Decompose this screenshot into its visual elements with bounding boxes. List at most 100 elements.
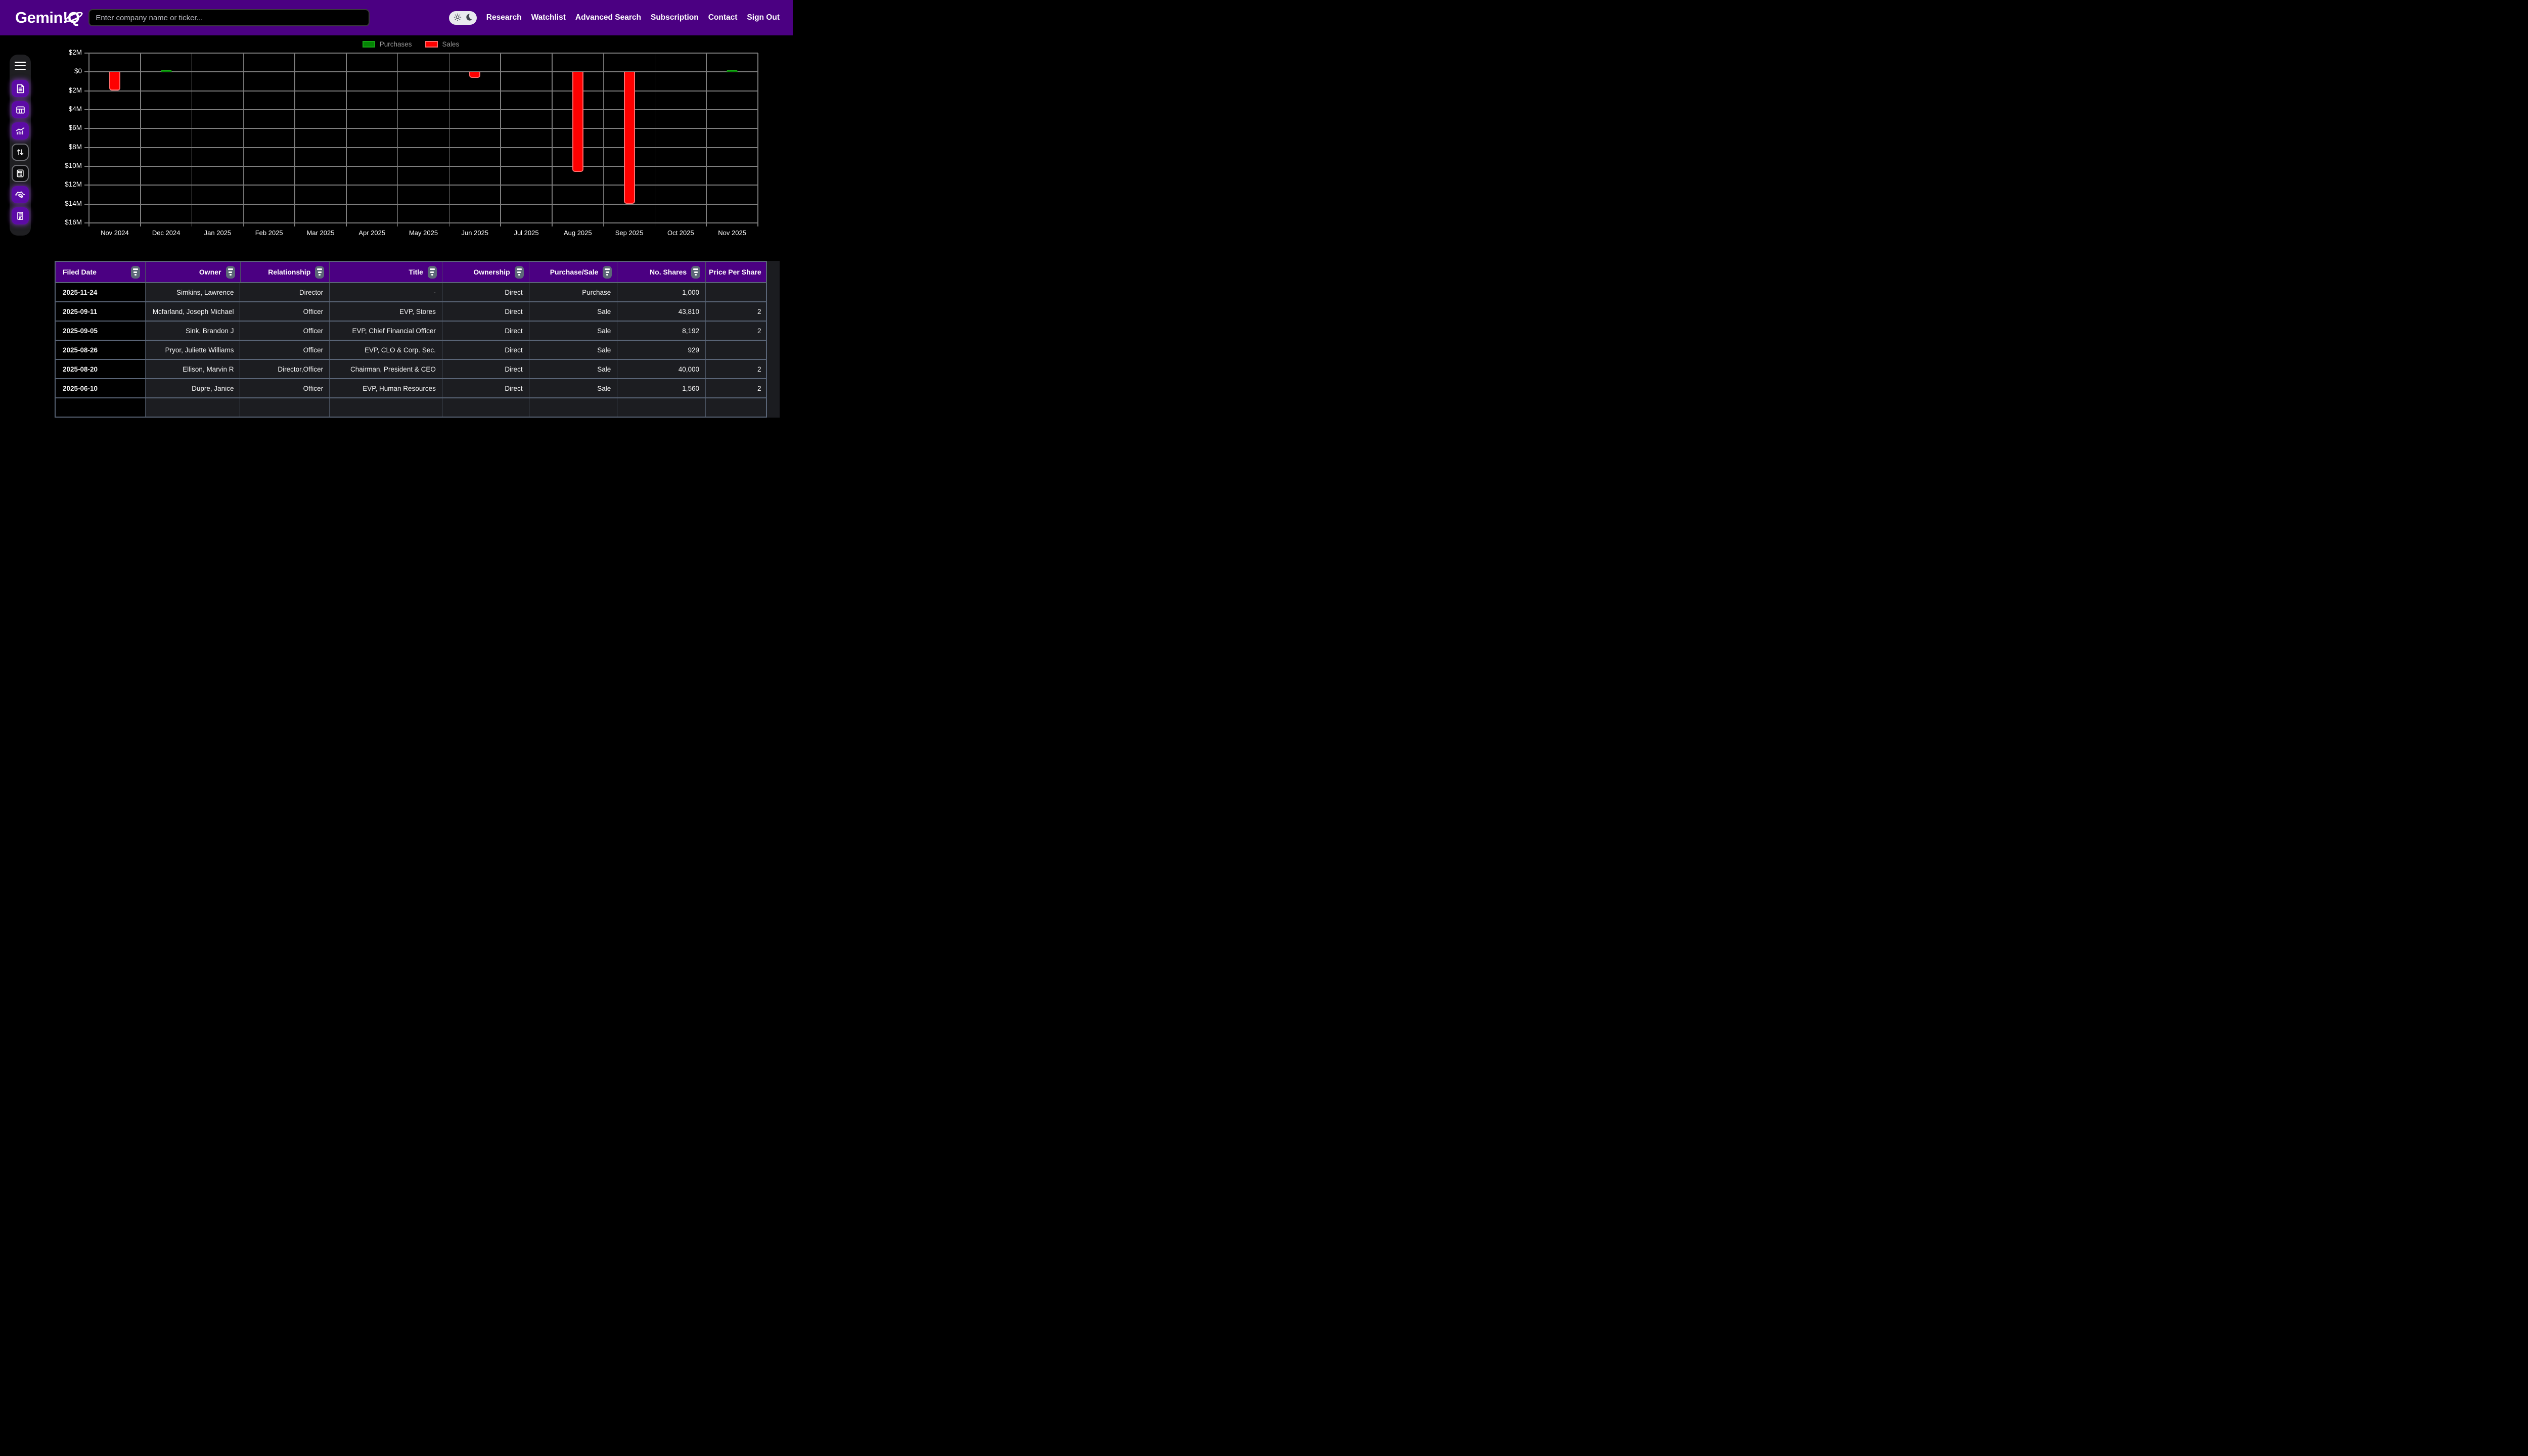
building-icon	[15, 211, 25, 221]
cell-purchase-sale: Sale	[529, 302, 618, 321]
cell-ownership: Direct	[442, 302, 529, 321]
handshake-icon	[15, 189, 26, 201]
gridline-vertical	[706, 53, 707, 223]
column-header-owner: Owner	[145, 262, 241, 282]
cell-no-shares: 1,000	[617, 283, 706, 301]
cell-owner: Mcfarland, Joseph Michael	[145, 302, 241, 321]
y-tick-label: $0	[74, 67, 82, 75]
column-header-label: Filed Date	[63, 268, 97, 276]
filter-button-purchase-sale[interactable]	[603, 265, 612, 279]
table-row[interactable]: 2025-06-10 Dupre, Janice Officer EVP, Human…	[56, 379, 766, 398]
bar-sales-jun-2025	[469, 72, 481, 78]
table-row[interactable]: 2025-08-26 Pryor, Juliette Williams Office…	[56, 341, 766, 360]
x-tick-label: Apr 2025	[358, 229, 386, 237]
y-tick-mark	[84, 222, 89, 223]
column-header-no-shares: No. Shares	[617, 262, 706, 282]
filter-icon	[132, 268, 138, 270]
x-tick-label: May 2025	[409, 229, 438, 237]
sidebar-button-building-icon[interactable]	[12, 207, 29, 224]
legend-label: Sales	[442, 40, 460, 48]
main-nav: Research Watchlist Advanced Search Subscrip…	[486, 13, 780, 22]
filter-button-filed-date[interactable]	[130, 265, 140, 279]
table-header-row: Filed Date Owner Relationship Title Ownershi…	[56, 262, 766, 283]
x-tick-label: Nov 2025	[718, 229, 746, 237]
cell-title: EVP, Human Resources	[330, 379, 442, 397]
table-row[interactable]: 2025-09-11 Mcfarland, Joseph Michael Offic…	[56, 302, 766, 322]
insider-trades-chart-panel: Purchases Sales $2M $0 $2M $4M $6M $8M $10M $12M…	[55, 36, 767, 247]
moon-icon	[464, 13, 473, 23]
nav-link-subscription[interactable]: Subscription	[650, 13, 699, 22]
cell-relationship: Officer	[240, 341, 330, 359]
nav-link-advanced-search[interactable]: Advanced Search	[575, 13, 641, 22]
gridline-vertical	[346, 53, 347, 223]
theme-toggle[interactable]	[448, 11, 477, 25]
x-tick-label: Oct 2025	[667, 229, 694, 237]
cell-no-shares: 929	[617, 341, 706, 359]
table-icon	[15, 105, 26, 115]
gridline-vertical	[757, 53, 758, 223]
x-tick-mark	[603, 223, 604, 226]
gridline-horizontal	[89, 109, 758, 110]
bar-sales-sep-2025	[623, 72, 635, 204]
table-row[interactable]: 2025-08-20 Ellison, Marvin R Director,Offi…	[56, 360, 766, 379]
cell-price-per-share	[706, 398, 766, 417]
cell-ownership: Direct	[442, 283, 529, 301]
y-tick-mark	[84, 90, 89, 92]
column-header-label: Owner	[199, 268, 221, 276]
cell-ownership: Direct	[442, 360, 529, 378]
filter-button-title[interactable]	[427, 265, 437, 279]
table-row[interactable]: 2025-11-24 Simkins, Lawrence Director - Dire…	[56, 283, 766, 302]
filter-button-ownership[interactable]	[514, 265, 524, 279]
x-tick-mark	[397, 223, 398, 226]
cell-ownership: Direct	[442, 379, 529, 397]
y-tick-label: $4M	[68, 105, 82, 113]
chart-plot-area: $2M $0 $2M $4M $6M $8M $10M $12M $14M $16M Nov 202…	[65, 49, 758, 237]
y-tick-mark	[84, 128, 89, 129]
search-input[interactable]	[88, 9, 370, 26]
bar-purchases-dec-2024	[160, 69, 172, 72]
sidebar-button-arrows-up-down-icon[interactable]	[12, 144, 29, 161]
cell-title	[330, 398, 442, 417]
cell-price-per-share	[706, 283, 766, 301]
y-tick-label: $2M	[68, 49, 82, 56]
sidebar-button-chart-icon[interactable]	[12, 122, 29, 140]
cell-title: EVP, Chief Financial Officer	[330, 322, 442, 340]
cell-no-shares	[617, 398, 706, 417]
cell-purchase-sale	[529, 398, 618, 417]
cell-owner: Ellison, Marvin R	[145, 360, 241, 378]
gridline-horizontal	[89, 71, 758, 73]
y-tick-mark	[84, 166, 89, 167]
cell-title: -	[330, 283, 442, 301]
gridline-horizontal	[89, 90, 758, 92]
x-tick-mark	[294, 223, 295, 226]
sidebar-button-handshake-icon[interactable]	[12, 186, 29, 203]
brand-bang: !	[62, 9, 68, 26]
menu-icon[interactable]	[15, 62, 26, 70]
cell-filed-date: 2025-08-20	[56, 360, 146, 378]
legend-label: Purchases	[379, 40, 412, 48]
filter-icon	[429, 268, 435, 270]
x-tick-mark	[243, 223, 244, 226]
brand-logo[interactable]: Gemin!Q	[15, 9, 84, 27]
nav-link-research[interactable]: Research	[486, 13, 522, 22]
brand-text: Gemin	[15, 9, 63, 26]
gridline-vertical	[294, 53, 295, 223]
x-tick-label: Nov 2024	[101, 229, 129, 237]
sidebar-button-document-icon[interactable]	[12, 80, 29, 97]
table-row[interactable]: 2025-09-05 Sink, Brandon J Officer EVP, Chi…	[56, 322, 766, 341]
sidebar-button-calculator-icon[interactable]	[12, 165, 29, 182]
nav-link-watchlist[interactable]: Watchlist	[531, 13, 566, 22]
sidebar-button-table-icon[interactable]	[12, 101, 29, 118]
bar-sales-aug-2025	[572, 72, 583, 172]
nav-link-contact[interactable]: Contact	[708, 13, 738, 22]
filter-button-owner[interactable]	[225, 265, 235, 279]
filter-button-relationship[interactable]	[315, 265, 325, 279]
nav-link-sign-out[interactable]: Sign Out	[747, 13, 780, 22]
insider-trades-table: Filed Date Owner Relationship Title Ownershi…	[55, 261, 767, 418]
table-row[interactable]	[56, 398, 766, 418]
gridline-vertical	[552, 53, 553, 223]
column-header-title: Title	[330, 262, 442, 282]
filter-button-no-shares[interactable]	[691, 265, 701, 279]
x-tick-label: Jul 2025	[514, 229, 539, 237]
x-tick-mark	[757, 223, 758, 226]
